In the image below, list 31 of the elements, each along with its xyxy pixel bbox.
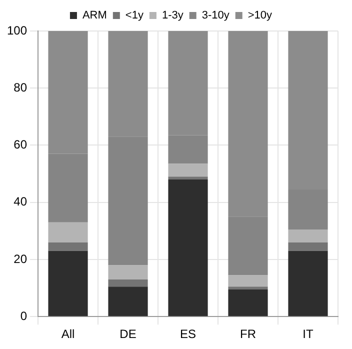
bar [228,289,268,316]
bar [288,229,328,242]
y-tick-label: 40 [14,194,28,209]
legend-label: ARM [82,10,107,22]
bar [228,275,268,287]
legend-label: 1-3y [162,10,184,22]
legend-label: >10y [248,10,273,22]
x-tick-label: ES [180,327,196,342]
legend-label: 3-10y [202,10,230,22]
bar [108,279,148,287]
x-tick-label: All [61,327,75,342]
y-tick-label: 0 [20,308,28,323]
x-tick-label: FR [240,327,256,342]
bar [168,176,208,180]
x-tick-label: IT [302,327,314,342]
y-tick-label: 80 [14,80,28,94]
bar [48,250,88,316]
y-tick-label: 20 [14,252,28,266]
bar [108,265,148,280]
legend-label: <1y [125,10,144,22]
bar [108,286,148,316]
bar [288,242,328,251]
bar [228,286,268,290]
bar [168,164,208,177]
x-tick-label: DE [120,327,136,342]
bar [48,222,88,242]
bar [168,180,208,316]
y-tick-label: 100 [6,23,28,38]
bar [288,250,328,316]
y-tick-label: 60 [14,138,28,152]
bar [48,242,88,251]
